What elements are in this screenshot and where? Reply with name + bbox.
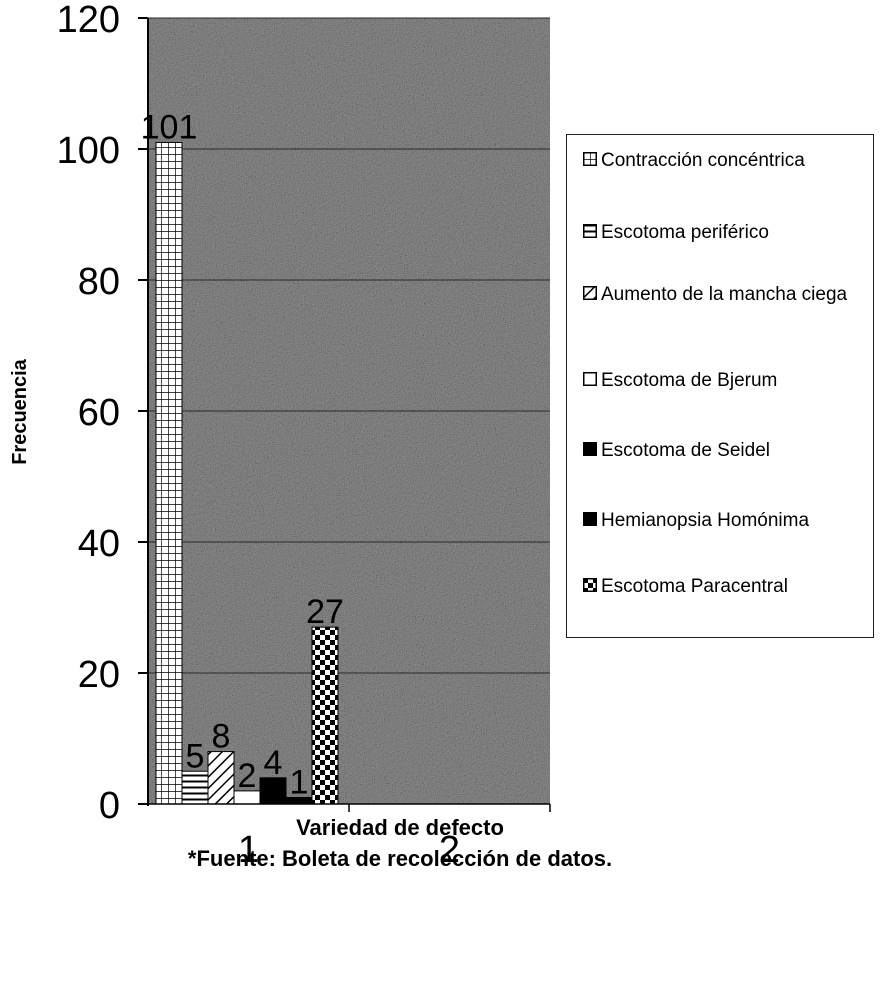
legend-label: Escotoma Paracentral bbox=[601, 576, 788, 597]
legend-item: Hemianopsia Homónima bbox=[583, 509, 863, 533]
y-tick-label: 120 bbox=[57, 0, 120, 41]
legend-swatch bbox=[583, 578, 597, 592]
legend-label: Escotoma de Seidel bbox=[601, 440, 770, 461]
legend-item: Escotoma de Bjerum bbox=[583, 369, 863, 393]
legend-item: Escotoma de Seidel bbox=[583, 439, 863, 463]
legend-swatch bbox=[583, 286, 597, 300]
legend-label: Contracción concéntrica bbox=[601, 150, 805, 171]
legend-swatch bbox=[583, 442, 597, 456]
bars bbox=[155, 141, 339, 805]
bar bbox=[259, 777, 287, 805]
x-axis-title: Variedad de defecto bbox=[296, 815, 504, 840]
bar bbox=[207, 751, 235, 805]
y-tick-label: 80 bbox=[78, 261, 120, 303]
y-tick-label: 60 bbox=[78, 392, 120, 434]
y-tick-label: 40 bbox=[78, 523, 120, 565]
x-tick-label: 1 bbox=[238, 829, 259, 871]
y-tick-label: 20 bbox=[78, 654, 120, 696]
legend-item: Aumento de la mancha ciega bbox=[583, 283, 863, 307]
bar bbox=[181, 770, 209, 805]
legend-item: Contracción concéntrica bbox=[583, 149, 863, 173]
data-label: 2 bbox=[238, 757, 257, 795]
data-label: 27 bbox=[306, 593, 344, 631]
gridlines bbox=[148, 17, 550, 674]
legend-label: Hemianopsia Homónima bbox=[601, 510, 810, 531]
data-label: 1 bbox=[290, 763, 309, 801]
legend-swatch bbox=[583, 224, 597, 238]
data-label: 101 bbox=[141, 108, 198, 146]
legend-swatch bbox=[583, 152, 597, 166]
legend-swatch bbox=[583, 372, 597, 386]
bar bbox=[311, 626, 339, 805]
bar bbox=[155, 141, 183, 805]
y-axis-title: Frecuencia bbox=[9, 358, 31, 464]
data-label: 4 bbox=[264, 744, 283, 782]
data-labels: 101 582 41 27 bbox=[141, 108, 344, 801]
data-label: 5 bbox=[186, 737, 205, 775]
legend-label: Escotoma periférico bbox=[601, 222, 769, 243]
y-axis-ticks: 0 20 40 60 80 100 120 bbox=[57, 0, 148, 827]
legend-swatch bbox=[583, 512, 597, 526]
legend-label: Escotoma de Bjerum bbox=[601, 370, 778, 391]
x-tick-label: 2 bbox=[439, 829, 460, 871]
legend-item: Escotoma periférico bbox=[583, 221, 863, 245]
data-label: 8 bbox=[212, 718, 231, 756]
legend-label: Aumento de la mancha ciega bbox=[601, 284, 848, 305]
legend-item: Escotoma Paracentral bbox=[583, 575, 863, 599]
source-note: *Fuente: Boleta de recolección de datos. bbox=[187, 846, 613, 871]
y-tick-label: 0 bbox=[99, 785, 120, 827]
legend: Contracción concéntrica Escotoma periféri… bbox=[566, 134, 874, 638]
y-tick-label: 100 bbox=[57, 130, 120, 172]
